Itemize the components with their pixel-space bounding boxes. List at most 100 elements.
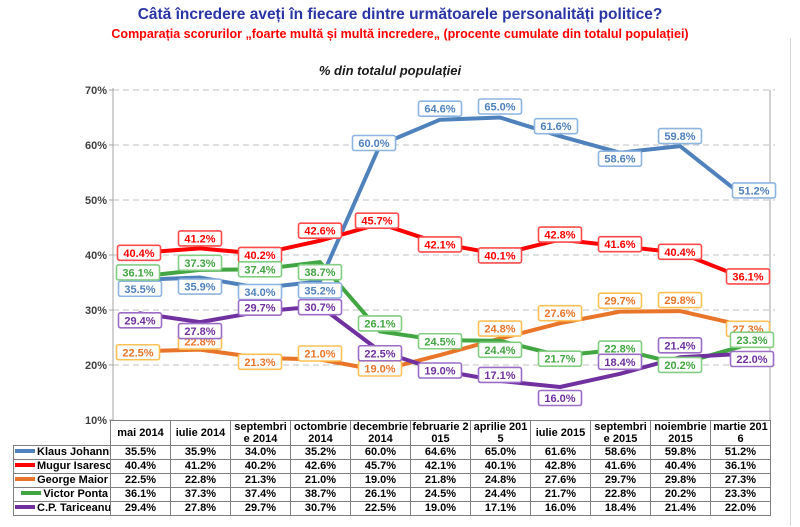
table-row: George Maior 22.5% 22.8% 21.3% 21.0% 19.0% 21.… xyxy=(13,473,771,488)
legend-label: C.P. Tariceanu xyxy=(37,502,111,515)
svg-text:16.0%: 16.0% xyxy=(544,393,575,405)
data-label: 24.5% xyxy=(417,332,463,350)
value-cell: 45.7% xyxy=(350,459,411,474)
value-cell: 38.7% xyxy=(290,487,351,502)
legend-swatch xyxy=(15,505,35,510)
data-label: 35.2% xyxy=(297,282,343,299)
value-cell: 29.4% xyxy=(110,501,171,516)
y-tick-label: 20% xyxy=(85,360,107,372)
svg-text:21.4%: 21.4% xyxy=(664,340,695,352)
svg-text:27.6%: 27.6% xyxy=(544,308,575,320)
data-labels-c-p-tariceanu: 29.4% 27.8% 29.7% 30.7% 22.5% 19.0% 17.1% 16.0%… xyxy=(117,298,775,407)
data-label: 19.0% xyxy=(357,360,403,377)
value-cell: 27.6% xyxy=(530,473,591,488)
data-label: 22.0% xyxy=(729,350,775,368)
svg-text:21.3%: 21.3% xyxy=(244,357,275,369)
data-label: 35.5% xyxy=(117,280,163,298)
svg-text:58.6%: 58.6% xyxy=(604,154,635,166)
svg-text:22.0%: 22.0% xyxy=(736,354,767,366)
data-labels-george-maior: 22.5% 22.8% 21.3% 21.0% 19.0% 24.8% 27.6% 29.7%… xyxy=(115,291,771,377)
data-label: 21.3% xyxy=(237,353,283,371)
y-tick-label: 40% xyxy=(85,250,107,262)
data-label: 22.5% xyxy=(357,344,403,362)
data-label: 51.2% xyxy=(731,182,777,199)
legend-swatch xyxy=(15,449,35,454)
svg-text:27.8%: 27.8% xyxy=(184,326,215,338)
svg-text:23.3%: 23.3% xyxy=(736,335,767,347)
value-cell: 37.4% xyxy=(230,487,291,502)
legend-swatch xyxy=(21,491,42,496)
data-label: 45.7% xyxy=(354,212,400,229)
value-cell: 30.7% xyxy=(290,501,351,516)
data-label: 24.8% xyxy=(477,320,523,337)
value-cell: 60.0% xyxy=(350,445,411,460)
data-label: 21.0% xyxy=(297,345,343,362)
column-header: decembrie 2014 xyxy=(350,420,411,446)
value-cell: 21.0% xyxy=(290,473,351,488)
data-label: 64.6% xyxy=(417,100,463,117)
series-line-klaus-johannis xyxy=(138,115,742,290)
value-cell: 42.8% xyxy=(530,459,591,474)
svg-text:29.8%: 29.8% xyxy=(664,295,695,307)
table-corner-cell xyxy=(14,421,111,446)
table-row: C.P. Tariceanu 29.4% 27.8% 29.7% 30.7% 22.5% 1… xyxy=(13,501,771,516)
data-label: 41.6% xyxy=(597,235,643,253)
svg-text:64.6%: 64.6% xyxy=(424,104,455,116)
data-label: 42.8% xyxy=(537,226,583,243)
legend-item-victor-ponta: Victor Ponta xyxy=(13,487,111,502)
value-cell: 29.7% xyxy=(230,501,291,516)
data-label: 61.6% xyxy=(533,117,579,135)
data-labels-victor-ponta: 36.1% 37.3% 37.4% 38.7% 26.1% 24.5% 24.4% 21.7%… xyxy=(115,254,775,374)
data-label: 38.7% xyxy=(297,263,343,281)
table-row: Klaus Johannis 35.5% 35.9% 34.0% 35.2% 60.0% 6… xyxy=(13,445,771,460)
svg-text:35.5%: 35.5% xyxy=(124,284,155,296)
legend-item-c-p-tariceanu: C.P. Tariceanu xyxy=(13,501,111,516)
svg-text:29.7%: 29.7% xyxy=(604,296,635,308)
data-label: 59.8% xyxy=(657,127,703,145)
svg-text:36.1%: 36.1% xyxy=(122,267,153,279)
value-cell: 27.8% xyxy=(170,501,231,516)
data-label: 65.0% xyxy=(477,98,523,115)
value-cell: 22.8% xyxy=(590,487,651,502)
data-label: 29.7% xyxy=(237,299,283,316)
value-cell: 18.4% xyxy=(590,501,651,516)
svg-text:22.8%: 22.8% xyxy=(184,337,215,349)
table-row: Victor Ponta 36.1% 37.3% 37.4% 38.7% 26.1% 24.… xyxy=(13,487,771,502)
value-cell: 34.0% xyxy=(230,445,291,460)
svg-text:30.7%: 30.7% xyxy=(304,302,335,314)
svg-text:35.9%: 35.9% xyxy=(184,282,215,294)
data-label: 40.4% xyxy=(657,243,703,261)
value-cell: 41.6% xyxy=(590,459,651,474)
svg-text:42.8%: 42.8% xyxy=(544,230,575,242)
value-cell: 36.1% xyxy=(710,459,771,474)
value-cell: 21.8% xyxy=(410,473,471,488)
value-cell: 35.9% xyxy=(170,445,231,460)
data-label: 34.0% xyxy=(237,283,283,301)
value-cell: 40.4% xyxy=(650,459,711,474)
data-label: 21.7% xyxy=(537,350,583,367)
column-header: noiembrie 2015 xyxy=(650,420,711,446)
main-title: Câtă încredere aveți în fiecare dintre u… xyxy=(137,6,663,23)
svg-text:26.1%: 26.1% xyxy=(364,318,395,330)
value-cell: 40.2% xyxy=(230,459,291,474)
svg-text:41.2%: 41.2% xyxy=(184,233,215,245)
legend-item-mugur-isarescu: Mugur Isarescu xyxy=(13,459,111,474)
data-label: 37.3% xyxy=(177,254,223,272)
value-cell: 59.8% xyxy=(650,445,711,460)
value-cell: 21.4% xyxy=(650,501,711,516)
data-labels-mugur-isarescu: 40.4% 41.2% 40.2% 42.6% 45.7% 42.1% 40.1% 42.8%… xyxy=(116,212,771,285)
svg-text:24.8%: 24.8% xyxy=(484,324,515,336)
legend-swatch xyxy=(15,463,35,468)
value-cell: 26.1% xyxy=(350,487,411,502)
column-header: iulie 2015 xyxy=(530,420,591,446)
chart-subtitle: Comparația scorurilor „foarte multă și m… xyxy=(111,27,689,41)
data-label: 18.4% xyxy=(597,353,643,371)
data-label: 40.4% xyxy=(116,244,162,262)
data-label: 60.0% xyxy=(351,134,397,152)
data-label: 29.8% xyxy=(657,291,703,309)
svg-text:22.5%: 22.5% xyxy=(122,347,153,359)
data-label: 37.4% xyxy=(237,260,283,278)
value-cell: 19.0% xyxy=(350,473,411,488)
svg-text:21.7%: 21.7% xyxy=(544,354,575,366)
